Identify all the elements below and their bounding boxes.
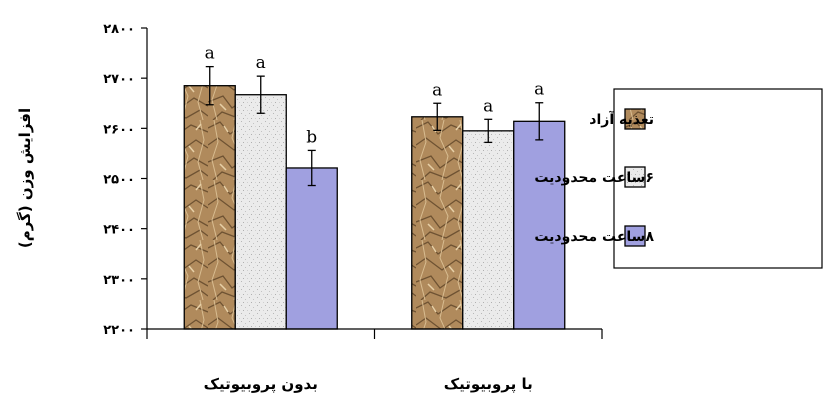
bar [234, 94, 287, 330]
bar [462, 130, 515, 330]
legend-swatch [624, 166, 646, 188]
legend-box [613, 88, 823, 269]
y-tick-label: ۲۴۰۰ [103, 223, 135, 238]
significance-labels-layer: a a a a b a [205, 44, 545, 148]
bars-layer [183, 85, 566, 330]
significance-label: b [306, 127, 317, 147]
y-tick-label: ۲۷۰۰ [103, 72, 135, 87]
category-label: با پروبیوتیک [444, 375, 533, 394]
significance-label: a [534, 80, 544, 100]
significance-label: a [432, 80, 442, 100]
significance-label: a [205, 44, 215, 64]
bar [183, 85, 236, 330]
legend: تغذیه آزاد ۶ساعت محدودیت ۸ساعت محدودیت [534, 88, 823, 269]
bar [285, 167, 338, 330]
y-tick-label: ۲۳۰۰ [103, 273, 135, 288]
y-tick-label: ۲۵۰۰ [103, 173, 135, 188]
y-ticks: ۲۲۰۰ ۲۳۰۰ ۲۴۰۰ ۲۵۰۰ ۲۶۰۰ ۲۷۰۰ ۲۸۰۰ [103, 22, 147, 338]
legend-label: ۸ساعت محدودیت [534, 229, 654, 245]
legend-swatch [624, 225, 646, 247]
legend-label: تغذیه آزاد [589, 110, 654, 128]
significance-label: a [483, 96, 493, 116]
category-label: بدون پروبیوتیک [204, 375, 318, 394]
error-bars-layer [205, 65, 544, 187]
y-axis-title: افزایش وزن (گرم) [16, 108, 34, 248]
y-tick-label: ۲۲۰۰ [103, 323, 135, 338]
bar [513, 120, 566, 330]
y-tick-label: ۲۸۰۰ [103, 22, 135, 37]
y-tick-label: ۲۶۰۰ [103, 122, 135, 137]
bar [411, 116, 464, 330]
category-labels: بدون پروبیوتیک با پروبیوتیک [204, 375, 533, 394]
legend-swatch [624, 108, 646, 130]
x-ticks [146, 329, 603, 339]
legend-label: ۶ساعت محدودیت [534, 170, 654, 186]
significance-label: a [256, 53, 266, 73]
